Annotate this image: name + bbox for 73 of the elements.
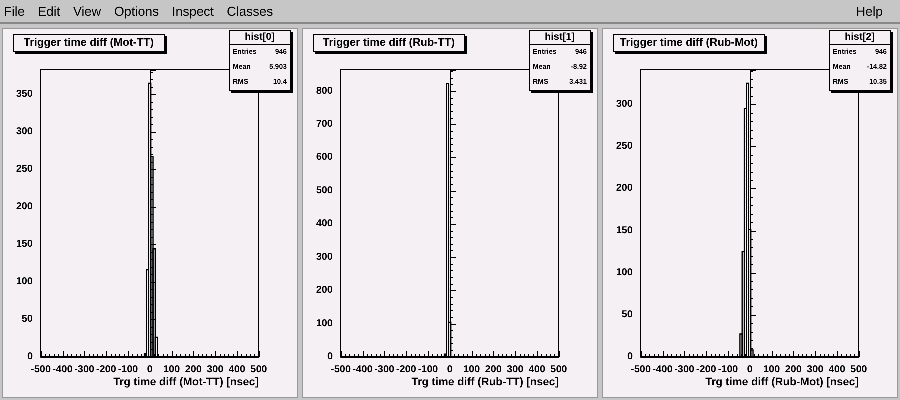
y-tick-label: 800 xyxy=(316,86,334,97)
x-tick-label: 200 xyxy=(485,364,502,376)
x-tick-label: 300 xyxy=(507,364,524,376)
text: Inspect xyxy=(172,4,214,18)
x-tick-label: 0 xyxy=(747,364,754,376)
y-tick-label: 250 xyxy=(616,141,634,152)
text: Options xyxy=(114,4,160,18)
x-tick-label: 200 xyxy=(185,364,202,376)
text: hist[1] xyxy=(530,31,590,45)
x-tick-label: -200 xyxy=(96,364,117,376)
x-tick-label: 0 xyxy=(147,364,154,376)
y-tick-label: 200 xyxy=(16,202,34,213)
y-tick-label: 150 xyxy=(16,239,34,250)
chart-title: Trigger time diff (Mot-TT) xyxy=(13,34,165,52)
x-tick-label: 400 xyxy=(228,364,246,376)
text: View xyxy=(73,4,102,18)
text: Help xyxy=(856,4,883,18)
x-tick-label: 400 xyxy=(528,364,546,376)
y-tick-label: 0 xyxy=(27,352,34,362)
x-axis-title: Trg time diff (Rub-TT) [nsec] xyxy=(412,376,560,388)
y-tick-label: 300 xyxy=(16,126,34,138)
x-tick-label: 100 xyxy=(763,364,781,376)
x-axis-title: Trg time diff (Mot-TT) [nsec] xyxy=(114,376,260,388)
x-tick-label: -200 xyxy=(696,364,717,376)
x-tick-label: -100 xyxy=(418,364,439,376)
text: Edit xyxy=(38,4,60,18)
x-tick-label: 100 xyxy=(163,364,181,376)
x-tick-label: -500 xyxy=(330,364,352,376)
y-tick-label: 500 xyxy=(316,185,334,196)
y-tick-label: 0 xyxy=(627,352,634,362)
x-tick-label: -400 xyxy=(352,364,374,376)
y-tick-label: 300 xyxy=(616,99,634,110)
y-tick-label: 200 xyxy=(316,285,334,296)
y-tick-label: 700 xyxy=(316,118,334,130)
x-tick-label: -200 xyxy=(396,364,417,376)
y-tick-label: 50 xyxy=(22,314,34,326)
y-tick-label: 50 xyxy=(622,309,634,320)
x-tick-label: 500 xyxy=(550,364,568,376)
y-tick-label: 350 xyxy=(16,89,34,100)
x-tick-label: -300 xyxy=(674,364,696,376)
y-tick-label: 400 xyxy=(316,218,334,230)
x-tick-label: 100 xyxy=(463,364,481,376)
x-tick-label: -300 xyxy=(374,364,396,376)
y-tick-label: 300 xyxy=(316,252,334,263)
x-tick-label: 300 xyxy=(207,364,224,376)
x-tick-label: 400 xyxy=(828,364,846,376)
y-tick-label: 250 xyxy=(16,164,34,176)
x-tick-label: 500 xyxy=(850,364,868,376)
y-tick-label: 100 xyxy=(616,267,634,278)
x-tick-label: 0 xyxy=(447,364,454,376)
x-tick-label: -500 xyxy=(30,364,52,376)
x-tick-label: 300 xyxy=(807,364,824,376)
y-tick-label: 100 xyxy=(316,318,334,330)
y-tick-label: 0 xyxy=(327,352,334,362)
y-tick-label: 150 xyxy=(616,225,634,236)
x-tick-label: -400 xyxy=(652,364,674,376)
x-tick-label: -400 xyxy=(52,364,74,376)
x-tick-label: -500 xyxy=(630,364,652,376)
x-tick-label: 500 xyxy=(250,364,268,376)
chart-title: Trigger time diff (Rub-TT) xyxy=(313,34,465,52)
y-tick-label: 100 xyxy=(16,276,34,288)
x-tick-label: -300 xyxy=(74,364,96,376)
y-tick-label: 200 xyxy=(616,183,634,194)
text: File xyxy=(4,4,25,18)
x-axis-title: Trg time diff (Rub-Mot) [nsec] xyxy=(706,376,860,388)
text: Classes xyxy=(227,4,274,18)
text: hist[2] xyxy=(830,31,890,45)
x-tick-label: -100 xyxy=(718,364,739,376)
y-tick-label: 600 xyxy=(316,152,334,164)
x-tick-label: -100 xyxy=(118,364,139,376)
text: hist[0] xyxy=(230,31,290,45)
chart-title: Trigger time diff (Rub-Mot) xyxy=(613,34,765,52)
x-tick-label: 200 xyxy=(785,364,802,376)
